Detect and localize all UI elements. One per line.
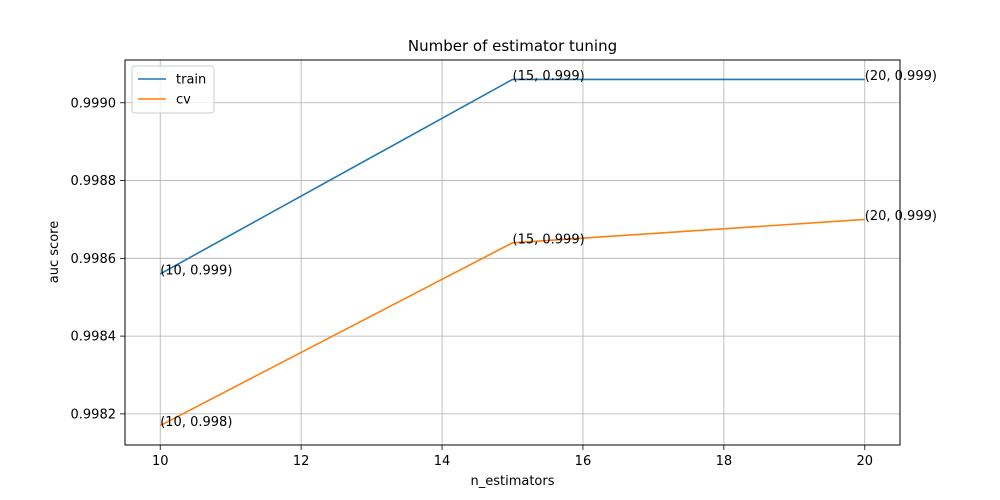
x-axis-label: n_estimators <box>470 474 554 489</box>
y-tick-label: 0.9984 <box>71 330 117 345</box>
x-tick-label: 18 <box>716 454 733 469</box>
series-lines <box>159 78 865 427</box>
x-tick-label: 16 <box>575 454 592 469</box>
series-line-train <box>159 78 865 275</box>
point-annotation-train: (10, 0.999) <box>160 263 232 278</box>
x-tick-label: 10 <box>152 454 169 469</box>
legend-label-cv: cv <box>176 93 191 108</box>
y-tick-label: 0.9986 <box>71 252 117 267</box>
point-annotations: (10, 0.999) (15, 0.999) (20, 0.999) (10, 0.… <box>160 69 937 430</box>
point-annotation-cv: (20, 0.999) <box>865 209 937 224</box>
grid <box>125 60 900 445</box>
point-annotation-cv: (10, 0.998) <box>160 415 232 430</box>
x-tick-label: 12 <box>293 454 310 469</box>
x-tick-label: 14 <box>434 454 451 469</box>
x-tick-label: 20 <box>856 454 873 469</box>
point-annotation-cv: (15, 0.999) <box>513 232 585 247</box>
y-tick-label: 0.9982 <box>71 407 117 422</box>
point-annotation-train: (20, 0.999) <box>865 69 937 84</box>
y-tick-label: 0.9990 <box>71 96 117 111</box>
y-axis-ticks: 0.9982 0.9984 0.9986 0.9988 0.9990 <box>71 96 125 422</box>
series-line-cv <box>159 218 865 427</box>
legend-label-train: train <box>176 73 206 88</box>
y-axis-label: auc score <box>47 221 62 283</box>
chart-title: Number of estimator tuning <box>408 37 617 55</box>
point-annotation-train: (15, 0.999) <box>513 69 585 84</box>
y-tick-label: 0.9988 <box>71 174 117 189</box>
plot-frame <box>124 59 901 446</box>
legend: train cv <box>131 65 215 114</box>
x-axis-ticks: 10 12 14 16 18 20 <box>152 445 873 469</box>
legend-box <box>131 65 215 114</box>
